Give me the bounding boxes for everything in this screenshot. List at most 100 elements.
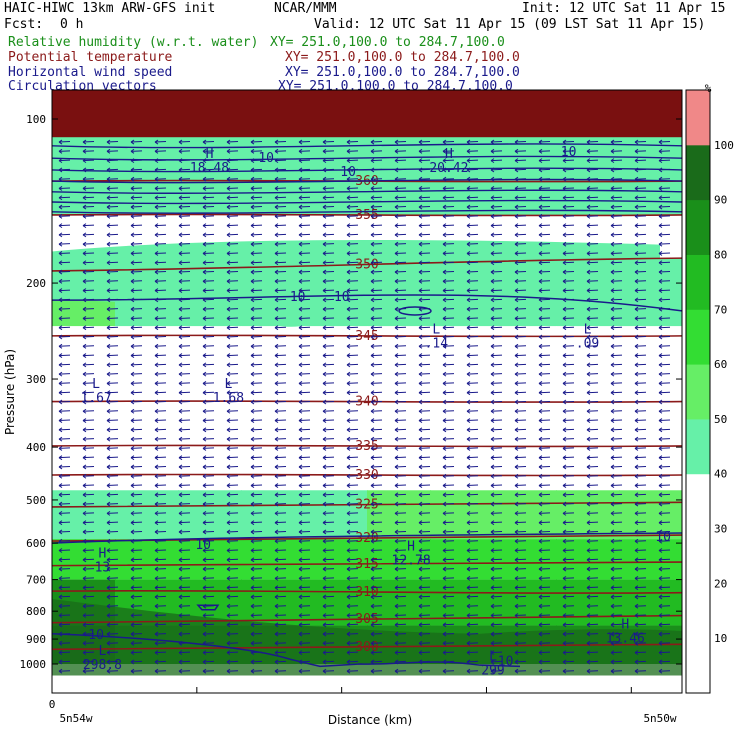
vector-head-856: [634, 436, 639, 442]
vector-head-1182: [346, 557, 351, 563]
vector-shaft-491: [610, 308, 623, 310]
vector-head-803: [610, 418, 615, 423]
vector-head-664: [394, 371, 399, 377]
vector-shaft-1185: [418, 558, 431, 561]
vector-shaft-748: [538, 400, 551, 403]
vector-head-1222: [58, 575, 63, 581]
vector-shaft-31: [178, 150, 191, 152]
vector-head-551: [178, 334, 183, 340]
vector-head-1119: [82, 538, 87, 544]
vector-shaft-435: [514, 289, 527, 292]
vector-head-819: [370, 427, 375, 433]
vector-shaft-1340: [394, 614, 407, 617]
vector-shaft-1119: [82, 540, 95, 542]
vector-shaft-1163: [514, 549, 527, 552]
vector-shaft-227: [514, 215, 527, 217]
vector-head-1456: [58, 659, 63, 665]
vector-shaft-1161: [466, 549, 479, 552]
vector-shaft-954: [490, 475, 503, 477]
vector-shaft-860: [106, 447, 119, 449]
vector-shaft-909: [658, 456, 671, 459]
vector-head-1291: [466, 594, 471, 600]
vector-shaft-1434: [154, 651, 167, 654]
vector-shaft-992: [154, 493, 167, 496]
vector-head-774: [538, 408, 543, 414]
vector-head-1399: [562, 631, 567, 637]
vector-head-719: [466, 390, 471, 396]
vector-head-1005: [466, 492, 471, 498]
vector-head-156: [58, 195, 63, 201]
vector-head-671: [562, 371, 567, 377]
vector-head-1021: [226, 501, 231, 507]
vector-head-1363: [322, 622, 327, 628]
vector-head-1313: [370, 603, 375, 609]
vector-head-1145: [82, 548, 87, 553]
vector-head-476: [250, 306, 255, 312]
vector-shaft-1421: [466, 642, 479, 644]
vector-head-624: [58, 362, 63, 368]
vector-head-177: [562, 195, 567, 201]
vector-head-277: [466, 232, 471, 238]
vector-shaft-1387: [274, 633, 287, 635]
vector-shaft-1410: [202, 642, 215, 644]
vector-shaft-13: [370, 141, 383, 143]
vector-head-490: [586, 306, 591, 312]
vector-head-761: [226, 408, 231, 414]
vector-shaft-51: [658, 150, 671, 152]
vector-shaft-651: [82, 373, 95, 375]
vector-head-140: [298, 186, 303, 191]
vector-shaft-588: [442, 345, 455, 347]
vector-head-855: [610, 436, 615, 442]
vector-shaft-317: [178, 252, 191, 254]
vector-shaft-470: [106, 308, 119, 310]
vector-shaft-374: [298, 271, 311, 273]
vector-head-298: [346, 241, 351, 247]
vector-shaft-83: [178, 168, 191, 171]
vector-shaft-469: [82, 308, 95, 310]
vector-head-1073: [226, 520, 231, 526]
vector-head-1435: [178, 650, 183, 656]
vector-shaft-336: [634, 252, 647, 254]
colorbar-swatch-2: [686, 528, 710, 584]
vector-shaft-1426: [586, 642, 599, 644]
vector-shaft-383: [514, 271, 527, 273]
vector-head-244: [298, 223, 303, 229]
vector-shaft-1423: [514, 642, 527, 644]
vector-head-510: [442, 316, 447, 321]
vector-shaft-283: [610, 233, 623, 236]
vector-head-1221: [658, 566, 663, 572]
rh-band-3-2: [178, 326, 242, 491]
vector-head-1504: [586, 668, 591, 674]
vector-shaft-289: [130, 243, 143, 245]
vector-shaft-1187: [466, 558, 479, 561]
vector-head-554: [250, 334, 255, 340]
vector-shaft-394: [154, 280, 167, 282]
vector-head-152: [586, 186, 591, 191]
vector-head-159: [130, 195, 135, 201]
vector-head-966: [154, 483, 159, 488]
vector-head-738: [298, 399, 303, 405]
vector-head-1140: [586, 538, 591, 544]
vector-shaft-140: [298, 187, 311, 189]
vector-shaft-509: [418, 317, 431, 319]
vector-head-1348: [586, 613, 591, 618]
vector-head-861: [130, 445, 135, 451]
vector-shaft-1237: [418, 577, 431, 579]
vector-shaft-682: [202, 382, 215, 384]
vector-head-435: [514, 288, 519, 294]
y-tick-label-1000: 1000: [20, 658, 47, 671]
vector-head-418: [106, 288, 111, 294]
vector-shaft-1440: [298, 651, 311, 654]
vector-shaft-949: [370, 475, 383, 477]
vector-shaft-357: [514, 261, 527, 264]
vector-head-644: [538, 362, 543, 368]
vector-head-1256: [250, 585, 255, 591]
vector-shaft-587: [418, 345, 431, 347]
vector-head-1416: [346, 640, 351, 646]
vector-head-93: [418, 167, 423, 173]
vector-shaft-116: [346, 178, 359, 180]
vector-shaft-1386: [250, 633, 263, 635]
vector-head-1194: [634, 557, 639, 563]
vector-head-512: [490, 316, 495, 321]
vector-shaft-1073: [226, 521, 239, 524]
